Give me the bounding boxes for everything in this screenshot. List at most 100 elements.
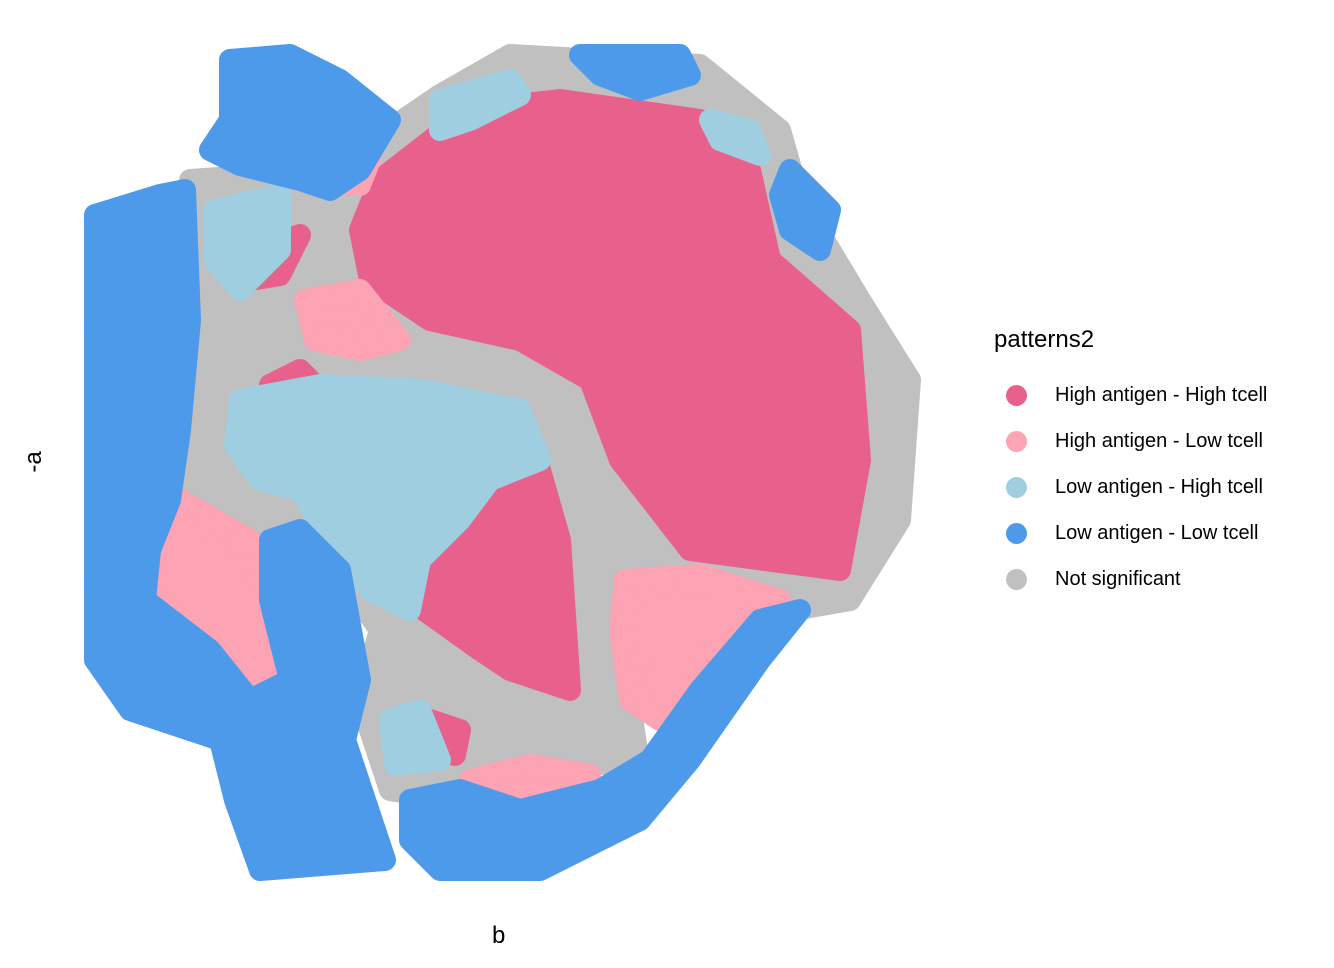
spot-point	[549, 792, 572, 815]
spot-point	[315, 286, 338, 309]
spot-point	[651, 571, 674, 594]
spot-point	[630, 683, 653, 706]
spot-point	[826, 256, 848, 279]
spot-point	[592, 792, 615, 815]
spot-point	[710, 662, 733, 685]
spot-point	[492, 51, 515, 74]
spot-point	[495, 485, 518, 508]
spot-point	[220, 126, 243, 149]
spot-point	[656, 755, 679, 778]
spot-point	[411, 725, 433, 748]
spot-point	[628, 468, 651, 491]
spot-point	[699, 681, 722, 704]
spot-point	[542, 96, 565, 119]
spot-point	[821, 543, 844, 566]
spot-point	[535, 51, 558, 74]
spot-point	[137, 689, 160, 712]
spot-point	[742, 643, 765, 666]
spot-point	[697, 70, 719, 93]
spot-point	[363, 684, 386, 707]
spot-point	[811, 203, 834, 226]
spot-point	[306, 163, 329, 186]
spot-point	[224, 533, 247, 556]
spot-point	[417, 530, 440, 553]
spot-point	[370, 171, 393, 194]
spot-point	[284, 163, 307, 186]
spot-point	[255, 856, 278, 879]
spot-point	[424, 301, 446, 324]
spot-point	[231, 107, 253, 130]
spot-point	[890, 405, 913, 428]
spot-point	[732, 662, 754, 685]
spot-point	[241, 51, 264, 74]
spot-point	[471, 474, 493, 497]
spot-point	[202, 652, 224, 675]
spot-point	[245, 801, 267, 824]
legend-key-not-significant	[1006, 568, 1027, 590]
spot-point	[748, 590, 771, 613]
spot-point	[191, 386, 214, 409]
spot-point	[263, 51, 286, 74]
spot-region	[349, 89, 871, 581]
spot-point	[234, 400, 257, 423]
spot-point	[94, 577, 117, 600]
spot-point	[94, 279, 117, 302]
spot-point	[202, 293, 225, 316]
spot-point	[492, 400, 515, 423]
spot-point	[341, 782, 364, 805]
spot-point	[644, 70, 666, 93]
spot-point	[735, 171, 758, 194]
spot-point	[277, 670, 300, 693]
spot-point	[452, 848, 475, 871]
spot-point	[847, 293, 870, 316]
spot-point	[635, 755, 658, 778]
spot-point	[635, 792, 658, 815]
spot-point	[192, 515, 215, 538]
spot-point	[714, 543, 737, 566]
spot-point	[779, 185, 802, 208]
legend-label-low-low: Low antigen - Low tcell	[1055, 521, 1259, 544]
legend-key-high-high	[1006, 384, 1027, 406]
spot-point	[284, 51, 307, 74]
spot-point	[94, 540, 117, 563]
spot-point	[660, 115, 683, 138]
spot-point	[843, 394, 866, 417]
spot-point	[538, 634, 561, 657]
spot-point	[202, 405, 225, 428]
spot-point	[137, 503, 160, 526]
spot-point	[277, 633, 300, 656]
spot-point	[549, 652, 572, 675]
legend-item-not-significant: Not significant	[994, 556, 1267, 602]
spot-point	[374, 381, 397, 404]
spot-point	[778, 282, 801, 305]
spot-point	[169, 372, 192, 395]
spot-point	[843, 468, 866, 491]
spot-point	[563, 96, 586, 119]
spot-point	[94, 465, 117, 488]
spot-point	[832, 524, 855, 547]
spot-point	[266, 614, 289, 637]
spot-point	[832, 413, 855, 436]
spot-point	[727, 590, 749, 613]
spot-point	[169, 410, 192, 433]
spot-point	[501, 761, 524, 784]
spot-point	[800, 543, 823, 566]
spot-point	[633, 51, 656, 74]
spot-point	[116, 689, 138, 712]
spot-point	[234, 437, 257, 460]
spot-point	[506, 652, 529, 675]
spot-point	[363, 610, 386, 633]
spot-point	[460, 493, 483, 516]
spot-point	[471, 400, 493, 423]
spot-point	[235, 552, 258, 575]
spot-point	[370, 245, 393, 268]
spot-point	[181, 496, 204, 519]
spot-point	[246, 191, 269, 214]
spot-point	[890, 479, 913, 502]
spot-point	[409, 811, 432, 834]
spot-point	[385, 586, 407, 609]
spot-point	[116, 205, 138, 228]
spot-point	[890, 442, 913, 465]
spot-point	[801, 185, 823, 208]
spot-point	[858, 535, 881, 558]
